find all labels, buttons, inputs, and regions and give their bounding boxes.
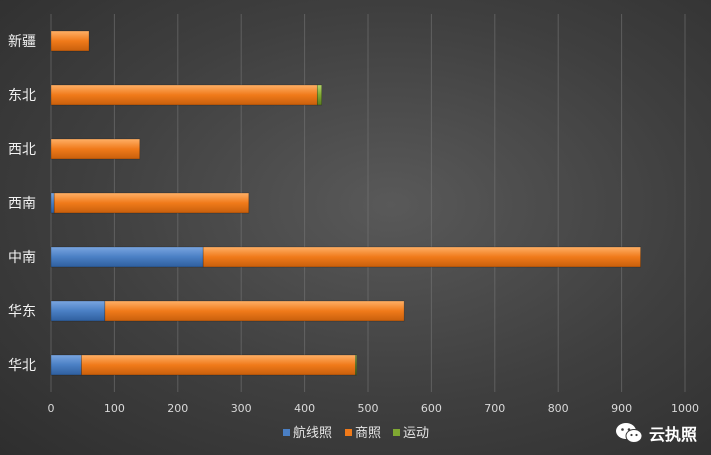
bar-segment xyxy=(50,192,55,214)
watermark-text: 云执照 xyxy=(648,425,697,444)
legend-swatch xyxy=(393,429,400,436)
bar-segment xyxy=(81,354,356,376)
x-axis-tick-labels: 0 100 200 300 400 500 600 700 800 900 1000 xyxy=(48,402,700,415)
category-label: 新疆 xyxy=(8,34,36,50)
legend-label: 商照 xyxy=(355,426,381,441)
watermark: 云执照 xyxy=(615,421,697,445)
legend-item: 航线照 xyxy=(283,425,332,441)
bar-segment xyxy=(355,354,357,376)
legend-item: 商照 xyxy=(345,426,381,441)
x-tick-label: 200 xyxy=(167,402,188,415)
bar-segment xyxy=(50,246,204,268)
category-label: 中南 xyxy=(8,250,36,266)
x-tick-label: 500 xyxy=(358,402,379,415)
legend-swatch xyxy=(345,429,352,436)
x-tick-label: 300 xyxy=(231,402,252,415)
bar-segment xyxy=(50,84,318,106)
bar-segment xyxy=(316,84,323,106)
x-tick-label: 400 xyxy=(294,402,315,415)
category-label: 华东 xyxy=(8,304,36,320)
category-label: 华北 xyxy=(8,358,36,374)
category-label: 西南 xyxy=(8,196,36,212)
wechat-icon xyxy=(615,423,643,443)
bar-segment xyxy=(53,192,250,214)
category-label: 西北 xyxy=(8,142,36,158)
bar-segment xyxy=(50,300,106,322)
legend-label: 运动 xyxy=(403,426,429,441)
gridlines xyxy=(50,14,686,392)
bar-segment xyxy=(50,138,141,160)
legend-swatch xyxy=(283,429,290,436)
bar-segment xyxy=(50,30,90,52)
x-tick-label: 700 xyxy=(484,402,505,415)
x-tick-label: 0 xyxy=(48,402,55,415)
legend-item: 运动 xyxy=(393,426,429,441)
legend: 航线照 商照 运动 xyxy=(283,425,429,441)
x-tick-label: 600 xyxy=(421,402,442,415)
x-tick-label: 100 xyxy=(104,402,125,415)
x-tick-label: 900 xyxy=(611,402,632,415)
category-label: 东北 xyxy=(8,88,36,104)
x-tick-label: 800 xyxy=(548,402,569,415)
bar-segment xyxy=(202,246,641,268)
bar-segment xyxy=(104,300,405,322)
x-tick-label: 1000 xyxy=(671,402,699,415)
bar-segment xyxy=(50,354,82,376)
legend-label: 航线照 xyxy=(293,425,332,441)
bars xyxy=(50,30,641,376)
